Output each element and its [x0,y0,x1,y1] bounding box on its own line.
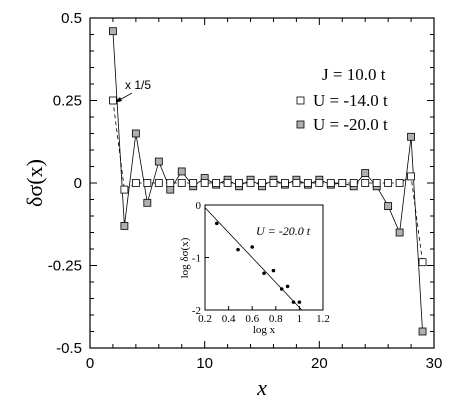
legend-title: J = 10.0 t [322,65,386,84]
y-tick-label: 0.5 [61,10,82,27]
data-point-u20 [154,157,163,166]
x-tick-label: 10 [196,355,213,372]
legend-marker-u20 [296,120,305,129]
inset-point [236,247,240,252]
y-tick-label: -0.5 [56,340,82,357]
inset-fit-line [204,207,303,311]
data-point-u14 [120,185,129,194]
data-point-u14 [338,179,347,187]
data-point-u20 [143,198,152,207]
data-point-u14 [361,179,370,187]
data-point-u14 [326,179,335,187]
data-point-u14 [407,172,415,181]
data-point-u14 [384,179,393,187]
inset-point [262,271,266,276]
inset-y-tick-label: -1 [192,253,201,265]
data-point-u20 [418,327,427,336]
inset-point [291,300,296,304]
inset-x-tick-label: 1.2 [316,313,330,325]
inset-x-tick-label: 1 [297,313,303,325]
inset-point [215,221,219,226]
data-point-u20 [131,129,140,138]
inset-point [250,245,254,249]
y-axis-title: δσ(x) [22,159,47,207]
data-point-u20 [361,169,370,178]
series-line-u14 [112,100,423,263]
data-point-u14 [109,96,117,105]
x-tick-label: 20 [311,355,328,372]
inset-point [285,284,290,289]
data-point-u14 [131,179,140,187]
inset-x-tick-label: 0.2 [198,313,212,325]
data-point-u14 [143,179,152,187]
data-point-u14 [235,179,243,187]
inset-point [297,300,302,304]
data-point-u20 [395,228,404,237]
data-point-u20 [384,202,393,211]
y-tick-label: -0.25 [48,258,82,275]
inset-y-title: log δσ(x) [179,237,191,278]
x-axis-title: x [256,375,267,400]
inset-frame [204,204,324,311]
data-point-u14 [177,179,186,187]
data-point-u20 [109,27,117,36]
data-point-u14 [315,179,324,187]
data-point-u14 [246,179,255,187]
legend-label-u14: U = -14.0 t [313,91,388,110]
inset-y-tick-label: -2 [192,305,201,317]
data-point-u14 [269,179,278,187]
data-point-u14 [166,179,175,187]
data-point-u20 [177,167,186,176]
data-point-u14 [372,179,381,187]
data-point-u14 [281,179,289,187]
inset-x-tick-label: 0.6 [245,313,259,325]
data-point-u14 [292,179,301,187]
legend-label-u20: U = -20.0 t [313,115,388,134]
scale-annotation: x 1/5 [114,78,151,103]
inset-x-tick-label: 0.4 [222,313,236,325]
inset-point [279,287,284,291]
legend-marker-u14 [296,96,305,105]
data-point-u14 [154,179,163,187]
inset-title: U = -20.0 t [256,224,311,238]
scale-annotation-text: x 1/5 [125,78,151,92]
x-tick-label: 0 [86,355,94,372]
data-point-u14 [303,179,312,187]
data-point-u20 [120,221,129,230]
data-point-u14 [395,179,404,187]
data-point-u14 [349,179,358,187]
data-point-u14 [418,258,427,267]
legend: J = 10.0 t U = -14.0 t U = -20.0 t [296,65,388,134]
data-point-u20 [407,132,415,141]
data-point-u14 [200,179,209,187]
y-tick-label: 0.25 [53,93,82,110]
data-point-u14 [189,179,198,187]
data-point-u14 [212,179,221,187]
y-tick-label: 0 [74,175,82,192]
data-point-u14 [223,179,232,187]
inset: U = -20.0 t log x log δσ(x) 0.2 0.4 0.6 0.8… [179,200,330,336]
data-point-u14 [258,179,266,187]
x-tick-label: 30 [426,355,443,372]
data-point-u20 [166,185,175,194]
inset-point [271,268,276,273]
inset-y-tick-label: 0 [196,200,202,212]
inset-x-tick-label: 0.8 [269,313,283,325]
inset-x-title: log x [253,324,276,336]
